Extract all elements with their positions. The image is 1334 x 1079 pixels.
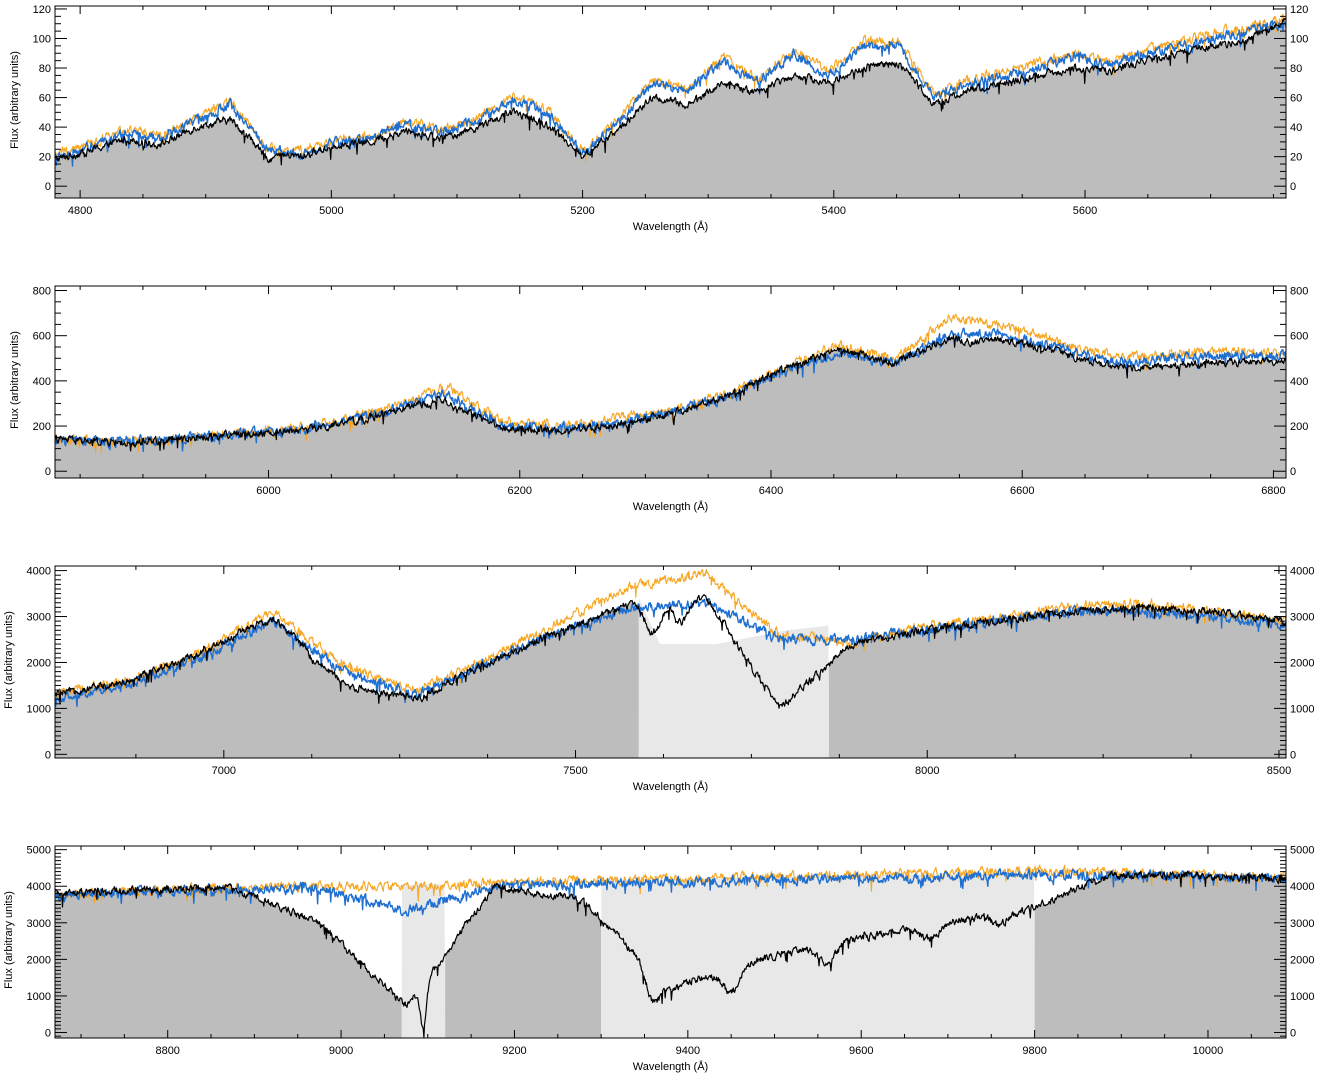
chart-panel-1: 4800 5000 5200 5400 5600 0 0 20 20 40 40 60 60 80 80 10… xyxy=(9,4,1308,233)
y-tick-label: 4000 xyxy=(27,881,51,893)
y-tick-label: 60 xyxy=(39,93,51,105)
y-tick-label-right: 120 xyxy=(1290,4,1308,16)
y-tick-label-right: 2000 xyxy=(1290,954,1314,966)
x-tick-label: 5600 xyxy=(1073,205,1097,217)
y-tick-label-right: 200 xyxy=(1290,421,1308,433)
series-model-blue xyxy=(55,20,1286,167)
y-tick-label-right: 60 xyxy=(1290,93,1302,105)
x-tick-label: 5400 xyxy=(822,205,846,217)
y-axis-label: Flux (arbitrary units) xyxy=(3,891,15,989)
y-axis-label: Flux (arbitrary units) xyxy=(9,51,21,149)
y-tick-label: 5000 xyxy=(27,845,51,857)
plot-area xyxy=(55,846,1286,1038)
y-tick-label: 2000 xyxy=(27,954,51,966)
x-tick-label: 9400 xyxy=(676,1045,700,1057)
y-tick-label-right: 20 xyxy=(1290,152,1302,164)
x-tick-label: 6800 xyxy=(1261,485,1285,497)
y-tick-label-right: 0 xyxy=(1290,466,1296,478)
y-tick-label: 400 xyxy=(33,376,51,388)
x-tick-label: 6000 xyxy=(256,485,280,497)
y-axis-label: Flux (arbitrary units) xyxy=(3,611,15,709)
y-tick-label: 2000 xyxy=(27,657,51,669)
y-tick-label: 200 xyxy=(33,421,51,433)
y-tick-label: 20 xyxy=(39,152,51,164)
flux-fill xyxy=(55,335,1286,478)
y-tick-label: 1000 xyxy=(27,703,51,715)
y-tick-label: 0 xyxy=(45,1028,51,1040)
series-observed xyxy=(55,870,1286,1038)
y-axis-label: Flux (arbitrary units) xyxy=(9,331,21,429)
y-tick-label: 4000 xyxy=(27,566,51,578)
plot-frame xyxy=(54,5,1287,199)
plot-frame xyxy=(54,845,1287,1039)
series-observed xyxy=(55,334,1286,452)
x-tick-label: 8800 xyxy=(155,1045,179,1057)
x-axis-label: Wavelength (Å) xyxy=(633,500,708,513)
y-tick-label: 0 xyxy=(45,181,51,193)
y-tick-label: 3000 xyxy=(27,612,51,624)
y-tick-label-right: 600 xyxy=(1290,331,1308,343)
y-tick-label-right: 3000 xyxy=(1290,918,1314,930)
y-tick-label: 100 xyxy=(33,33,51,45)
y-tick-label-right: 100 xyxy=(1290,33,1308,45)
x-axis-label: Wavelength (Å) xyxy=(633,780,708,793)
series-model-blue xyxy=(55,868,1286,917)
x-tick-label: 10000 xyxy=(1193,1045,1224,1057)
y-tick-label: 1000 xyxy=(27,991,51,1003)
y-tick-label-right: 1000 xyxy=(1290,991,1314,1003)
x-tick-label: 9200 xyxy=(502,1045,526,1057)
series-observed xyxy=(55,17,1286,166)
plot-area xyxy=(55,13,1286,198)
y-tick-label-right: 0 xyxy=(1290,181,1296,193)
x-axis-label: Wavelength (Å) xyxy=(633,220,708,233)
masked-region-1 xyxy=(401,884,446,1038)
x-tick-label: 6600 xyxy=(1010,485,1034,497)
x-tick-label: 9000 xyxy=(329,1045,353,1057)
x-tick-label: 5000 xyxy=(319,205,343,217)
y-tick-label-right: 80 xyxy=(1290,63,1302,75)
plot-area xyxy=(55,566,1286,758)
plot-area xyxy=(55,313,1286,478)
y-tick-label-right: 2000 xyxy=(1290,657,1314,669)
y-tick-label-right: 4000 xyxy=(1290,566,1314,578)
y-tick-label: 120 xyxy=(33,4,51,16)
y-tick-label-right: 1000 xyxy=(1290,703,1314,715)
y-tick-label: 3000 xyxy=(27,918,51,930)
y-tick-label-right: 0 xyxy=(1290,749,1296,761)
series-model-blue xyxy=(55,597,1286,708)
x-tick-label: 7500 xyxy=(563,765,587,777)
chart-panel-3: 7000 7500 8000 8500 0 0 1000 1000 2000 2000 3000 30… xyxy=(3,565,1314,793)
x-tick-label: 9600 xyxy=(849,1045,873,1057)
y-tick-label: 40 xyxy=(39,122,51,134)
x-tick-label: 4800 xyxy=(68,205,92,217)
y-tick-label: 800 xyxy=(33,286,51,298)
y-tick-label: 80 xyxy=(39,63,51,75)
series-observed xyxy=(55,594,1286,709)
y-tick-label: 600 xyxy=(33,331,51,343)
y-tick-label: 0 xyxy=(45,749,51,761)
chart-panel-4: 8800 9000 9200 9400 9600 9800 10000 0 0 1000 1000 2… xyxy=(3,845,1314,1073)
y-tick-label-right: 400 xyxy=(1290,376,1308,388)
y-tick-label-right: 4000 xyxy=(1290,881,1314,893)
x-tick-label: 8500 xyxy=(1267,765,1291,777)
x-tick-label: 7000 xyxy=(212,765,236,777)
y-tick-label-right: 5000 xyxy=(1290,845,1314,857)
flux-fill xyxy=(55,18,1286,198)
x-tick-label: 8000 xyxy=(915,765,939,777)
x-tick-label: 6200 xyxy=(508,485,532,497)
y-tick-label-right: 800 xyxy=(1290,286,1308,298)
chart-panel-2: 6000 6200 6400 6600 6800 0 0 200 200 400 400 600 600… xyxy=(9,285,1308,513)
y-tick-label-right: 3000 xyxy=(1290,612,1314,624)
y-tick-label-right: 0 xyxy=(1290,1028,1296,1040)
x-tick-label: 5200 xyxy=(570,205,594,217)
y-tick-label: 0 xyxy=(45,466,51,478)
plot-frame xyxy=(54,285,1287,479)
x-tick-label: 6400 xyxy=(759,485,783,497)
series-model-orange xyxy=(55,864,1286,904)
y-tick-label-right: 40 xyxy=(1290,122,1302,134)
x-axis-label: Wavelength (Å) xyxy=(633,1060,708,1073)
x-tick-label: 9800 xyxy=(1022,1045,1046,1057)
